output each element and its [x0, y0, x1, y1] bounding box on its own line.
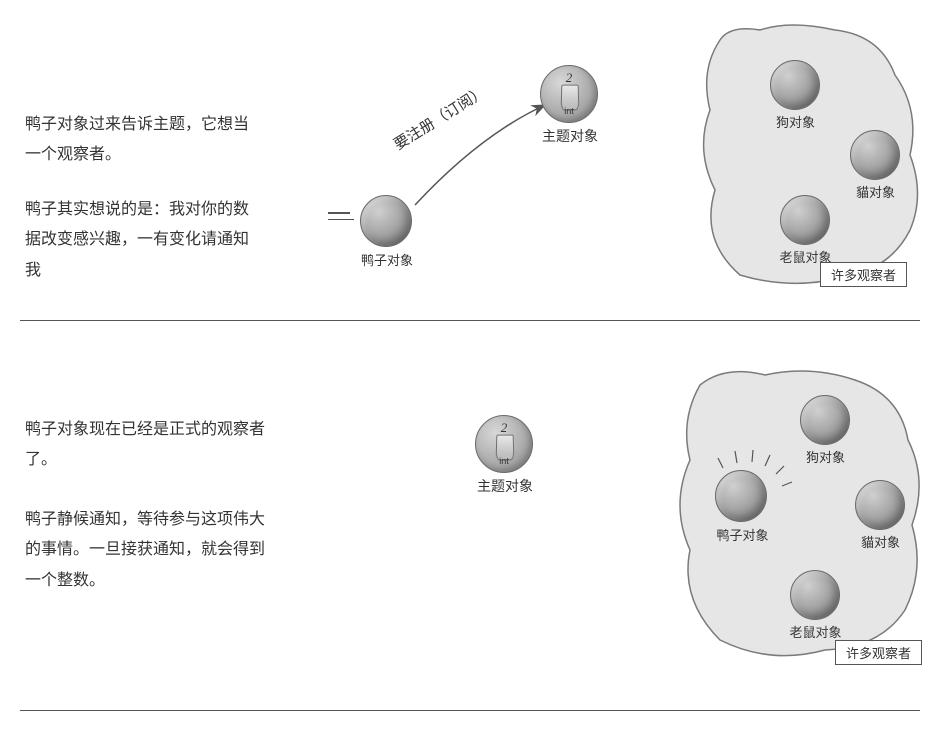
subject-label-2: 主题对象 [475, 476, 535, 496]
observers-box-1: 许多观察者 [820, 262, 907, 287]
subject-label-1: 主题对象 [540, 126, 600, 146]
arrow-label: 要注册（订阅） [389, 81, 489, 154]
duck-label-2: 鸭子对象 [710, 525, 775, 544]
cat-sphere-1 [850, 130, 900, 180]
subject-sphere-1: 2 int [540, 65, 598, 123]
panel-2: 鸭子对象现在已经是正式的观察者了。 鸭子静候通知，等待参与这项伟大的事情。一旦接… [0, 320, 939, 710]
cat-label-1: 貓对象 [848, 182, 903, 201]
subject-num-1: 2 [541, 70, 597, 86]
duck-sphere [360, 195, 412, 247]
panel1-text2: 鸭子其实想说的是：我对你的数据改变感兴趣，一有变化请通知我 [25, 195, 255, 286]
dog-label-1: 狗对象 [768, 112, 823, 131]
subject-int-2: int [476, 456, 532, 466]
cat-label-2: 貓对象 [853, 532, 908, 551]
mouse-sphere-2 [790, 570, 840, 620]
dog-sphere-2 [800, 395, 850, 445]
subject-int-1: int [541, 106, 597, 116]
subject-sphere-2: 2 int [475, 415, 533, 473]
observers-box-2: 许多观察者 [835, 640, 922, 665]
duck-sphere-2 [715, 470, 767, 522]
panel2-text2: 鸭子静候通知，等待参与这项伟大的事情。一旦接获通知，就会得到一个整数。 [25, 505, 275, 596]
motion-lines-icon [328, 212, 354, 225]
subject-num-2: 2 [476, 420, 532, 436]
divider-2 [20, 710, 920, 711]
dog-sphere-1 [770, 60, 820, 110]
panel1-text1: 鸭子对象过来告诉主题，它想当一个观察者。 [25, 110, 255, 171]
panel2-text1: 鸭子对象现在已经是正式的观察者了。 [25, 415, 275, 476]
dog-label-2: 狗对象 [798, 447, 853, 466]
mouse-sphere-1 [780, 195, 830, 245]
panel-1: 鸭子对象过来告诉主题，它想当一个观察者。 鸭子其实想说的是：我对你的数据改变感兴… [0, 0, 939, 320]
duck-label: 鸭子对象 [352, 250, 422, 269]
cat-sphere-2 [855, 480, 905, 530]
mouse-label-2: 老鼠对象 [783, 622, 848, 641]
